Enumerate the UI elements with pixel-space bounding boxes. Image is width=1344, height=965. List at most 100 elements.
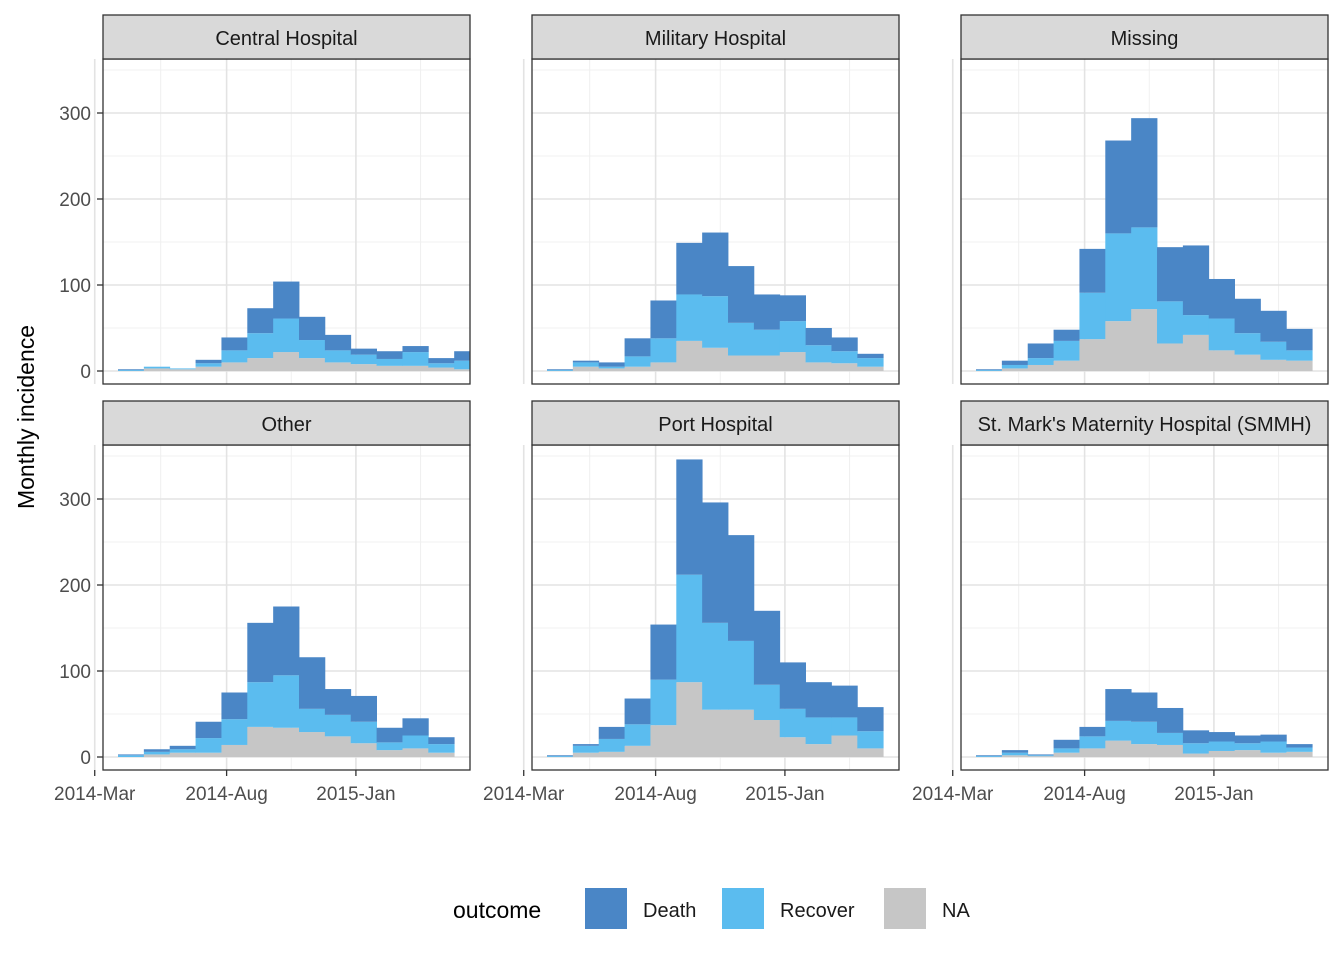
x-tick-label: 2015-Jan xyxy=(745,784,824,805)
bar-na xyxy=(1079,748,1106,757)
bar-death xyxy=(547,755,574,757)
bar-death xyxy=(857,353,884,359)
y-tick-label: 300 xyxy=(59,490,91,511)
bar-death xyxy=(831,685,858,718)
bar-recover xyxy=(779,321,806,353)
bar-death xyxy=(118,754,145,756)
bar-recover xyxy=(1157,732,1184,745)
bars-group xyxy=(547,232,884,371)
bar-death xyxy=(1027,343,1054,359)
bar-na xyxy=(1208,350,1235,371)
facet-strip-label: Military Hospital xyxy=(645,28,786,50)
bar-recover xyxy=(598,738,625,752)
bar-na xyxy=(299,358,326,371)
bar-na xyxy=(728,355,755,371)
legend-key-recover xyxy=(722,888,764,929)
bar-death xyxy=(572,360,600,363)
bar-death xyxy=(1157,707,1184,733)
bar-na xyxy=(1157,343,1184,371)
bar-recover xyxy=(1182,315,1210,335)
bar-na xyxy=(143,754,171,757)
bar-recover xyxy=(143,366,171,369)
bar-na xyxy=(221,362,248,371)
bar-death xyxy=(598,362,625,367)
bar-death xyxy=(247,308,274,334)
bar-na xyxy=(1208,750,1235,757)
bar-death xyxy=(779,295,806,322)
y-tick-label: 100 xyxy=(59,662,91,683)
bar-death xyxy=(650,624,677,680)
y-tick-label: 300 xyxy=(59,104,91,125)
bar-na xyxy=(805,362,832,371)
bar-na xyxy=(1157,744,1184,757)
bar-na xyxy=(221,744,248,757)
bar-death xyxy=(324,689,352,715)
bar-recover xyxy=(195,363,222,367)
bar-death xyxy=(624,698,651,725)
bar-death xyxy=(547,369,574,371)
facet-panel: Central Hospital 0 100 200 300 xyxy=(59,14,471,385)
bar-recover xyxy=(1234,333,1261,355)
bar-na xyxy=(1027,756,1054,757)
bar-death xyxy=(1053,329,1080,341)
bar-recover xyxy=(702,622,729,710)
bar-recover xyxy=(805,717,832,745)
bar-death xyxy=(728,535,755,641)
bar-na xyxy=(1131,309,1158,371)
bar-na xyxy=(350,743,377,757)
bar-na xyxy=(779,737,806,757)
bar-recover xyxy=(1053,340,1080,361)
bar-death xyxy=(402,718,429,736)
bar-na xyxy=(1027,364,1054,371)
bar-na xyxy=(454,369,470,371)
bar-death xyxy=(1260,310,1287,342)
bar-recover xyxy=(1157,301,1184,344)
legend-title: outcome xyxy=(453,897,541,923)
bar-death xyxy=(598,726,625,739)
bar-recover xyxy=(1053,748,1080,753)
facet-panel: Military Hospital xyxy=(522,14,900,385)
bar-death xyxy=(299,316,326,341)
bar-recover xyxy=(650,338,677,363)
bar-death xyxy=(1286,328,1313,351)
legend-key-na xyxy=(884,888,926,929)
bar-death xyxy=(169,745,196,750)
bar-death xyxy=(1286,744,1313,748)
bar-recover xyxy=(1234,743,1261,751)
bar-recover xyxy=(118,755,145,757)
bar-death xyxy=(1208,732,1235,742)
y-tick-label: 0 xyxy=(80,362,91,383)
facet-strip-label: Central Hospital xyxy=(215,28,357,50)
bar-death xyxy=(650,300,677,339)
bar-recover xyxy=(350,721,377,744)
bar-na xyxy=(143,368,171,371)
bar-death xyxy=(118,369,145,371)
facet-strip-label: Port Hospital xyxy=(658,414,773,436)
bar-recover xyxy=(402,352,429,366)
bar-na xyxy=(169,369,196,371)
facet-panel: Other 0 100 200 300 2014-Mar 2014-Aug 2015-Jan xyxy=(54,400,471,805)
bar-recover xyxy=(676,294,703,341)
bar-recover xyxy=(1131,721,1158,745)
bar-death xyxy=(676,242,703,295)
bar-death xyxy=(976,755,1003,757)
bar-na xyxy=(195,752,222,757)
bar-na xyxy=(376,365,403,371)
bar-death xyxy=(702,502,729,623)
bars-group xyxy=(118,281,470,371)
bar-death xyxy=(753,294,781,330)
x-tick-label: 2014-Mar xyxy=(483,784,565,805)
bar-death xyxy=(247,622,274,683)
bar-na xyxy=(753,720,781,757)
bars-group xyxy=(118,606,455,757)
bar-na xyxy=(299,732,326,757)
legend-label-na: NA xyxy=(942,900,970,922)
bar-death xyxy=(1105,689,1132,721)
bar-recover xyxy=(324,350,352,363)
facet-strip-label: Other xyxy=(261,414,311,436)
bar-recover xyxy=(624,356,651,367)
bar-na xyxy=(1079,339,1106,371)
bar-na xyxy=(805,744,832,757)
bar-na xyxy=(857,748,884,757)
